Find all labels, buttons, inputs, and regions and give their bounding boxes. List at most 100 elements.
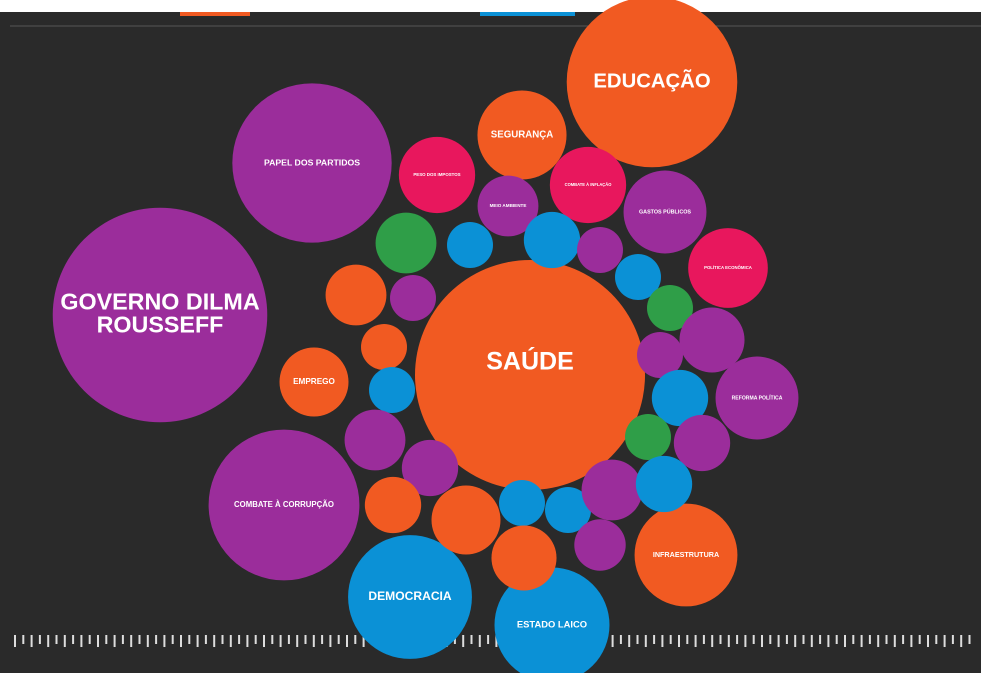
ruler-tick xyxy=(287,635,290,644)
ruler-tick xyxy=(346,635,348,647)
bubble xyxy=(390,275,436,321)
ruler-tick xyxy=(686,635,689,644)
bubble xyxy=(431,485,501,555)
bubble xyxy=(637,332,683,378)
ruler-tick xyxy=(852,635,855,644)
ruler-tick xyxy=(727,635,730,647)
ruler-tick xyxy=(271,635,274,644)
ruler-tick xyxy=(462,635,465,647)
bubble xyxy=(673,414,731,472)
bubble-label: GOVERNO DILMA ROUSSEFF xyxy=(60,288,259,337)
ruler-tick xyxy=(694,635,697,647)
ruler-tick xyxy=(636,635,639,644)
ruler-tick xyxy=(487,635,490,644)
ruler-tick xyxy=(38,635,41,644)
ruler-tick xyxy=(213,635,216,647)
ruler-tick xyxy=(910,635,913,647)
ruler-tick xyxy=(296,635,299,647)
ruler-tick xyxy=(105,635,108,644)
bubble xyxy=(52,207,268,423)
ruler-tick xyxy=(810,635,813,647)
ruler-tick xyxy=(47,635,50,647)
ruler-tick xyxy=(868,635,871,644)
bubble xyxy=(625,414,671,460)
ruler-tick xyxy=(478,635,481,647)
ruler-tick xyxy=(752,635,755,644)
ruler-tick xyxy=(644,635,647,647)
bubble xyxy=(635,455,693,513)
ruler-tick xyxy=(263,635,265,647)
bubble xyxy=(499,480,545,526)
ruler-tick xyxy=(902,635,905,644)
ruler-tick xyxy=(835,635,838,644)
ruler-tick xyxy=(138,635,141,644)
ruler-tick xyxy=(22,635,25,644)
ruler-tick xyxy=(146,635,149,647)
ruler-tick xyxy=(329,635,332,647)
ruler-tick xyxy=(188,635,191,644)
bubble xyxy=(232,83,392,243)
ruler-tick xyxy=(702,635,705,644)
bubble xyxy=(574,519,626,571)
ruler-tick xyxy=(97,635,99,647)
ruler-tick xyxy=(63,635,66,647)
ruler-tick xyxy=(155,635,158,644)
top-strip xyxy=(0,0,981,12)
ruler-tick xyxy=(312,635,315,647)
bubble xyxy=(208,429,360,581)
bubble-label: SEGURANÇA xyxy=(491,130,553,141)
bubble xyxy=(401,439,459,497)
bubble xyxy=(375,212,437,274)
bubble xyxy=(491,525,557,591)
ruler-tick xyxy=(337,635,340,644)
ruler-tick xyxy=(918,635,921,644)
ruler-tick xyxy=(844,635,846,647)
tab-indicator xyxy=(480,12,575,16)
ruler-tick xyxy=(238,635,241,644)
bubble xyxy=(715,356,799,440)
ruler-tick xyxy=(711,635,714,647)
bubble-label: DEMOCRACIA xyxy=(368,589,452,603)
bubble xyxy=(634,503,738,607)
ruler-tick xyxy=(246,635,249,647)
ruler-tick xyxy=(819,635,822,644)
bubble xyxy=(615,254,661,300)
ruler-tick xyxy=(669,635,672,644)
ruler-tick xyxy=(121,635,124,644)
ruler-tick xyxy=(495,635,498,647)
ruler-tick xyxy=(130,635,133,647)
ruler-tick xyxy=(611,635,614,647)
ruler-tick xyxy=(204,635,207,644)
ruler-tick xyxy=(30,635,33,647)
ruler-tick xyxy=(761,635,763,647)
ruler-tick xyxy=(860,635,863,647)
ruler-tick xyxy=(221,635,224,644)
ruler-tick xyxy=(362,635,365,647)
bubble xyxy=(348,535,472,659)
ruler-tick xyxy=(72,635,75,644)
bubble xyxy=(447,222,493,268)
ruler-tick xyxy=(354,635,357,644)
bubble xyxy=(398,136,476,214)
ruler-tick xyxy=(229,635,232,647)
tab-indicator xyxy=(180,12,250,16)
ruler-tick xyxy=(88,635,91,644)
ruler-tick xyxy=(180,635,182,647)
bubble xyxy=(545,487,591,533)
ruler-tick xyxy=(196,635,199,647)
ruler-tick xyxy=(163,635,166,647)
bubble-label: POLÍTICA ECONÔMICA xyxy=(704,265,752,270)
bubble-label: COMBATE À CORRUPÇÃO xyxy=(234,500,334,509)
ruler-tick xyxy=(661,635,664,647)
bubble xyxy=(369,367,415,413)
bubble-label: REFORMA POLÍTICA xyxy=(732,393,783,401)
bubble xyxy=(279,347,349,417)
ruler-tick xyxy=(470,635,473,644)
bubble xyxy=(688,228,768,308)
ruler-tick xyxy=(279,635,282,647)
ruler-tick xyxy=(777,635,780,647)
bubble xyxy=(415,260,645,490)
bubble xyxy=(577,227,623,273)
ruler-tick xyxy=(877,635,880,647)
